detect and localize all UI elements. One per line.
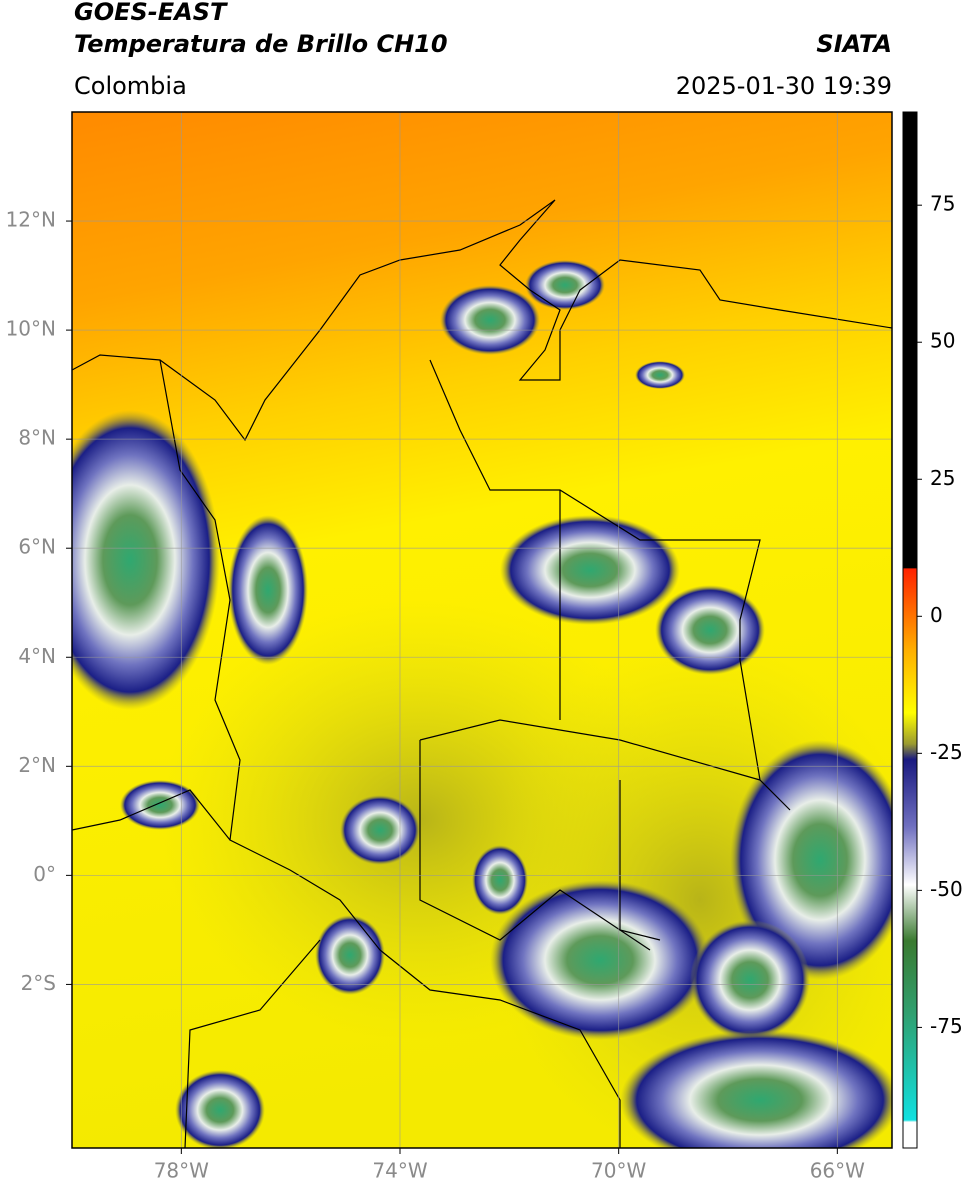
cloud [635, 361, 685, 389]
cloud [500, 515, 680, 625]
y-tick-label: 10°N [6, 317, 56, 341]
cloud [440, 285, 540, 355]
y-tick-label: 6°N [18, 535, 56, 559]
y-tick-label: 12°N [6, 208, 56, 232]
colorbar-tick-label: 50 [930, 329, 955, 353]
colorbar-tick-label: 0 [930, 603, 943, 627]
cloud [120, 780, 200, 830]
cloud [315, 915, 385, 995]
satellite-image [72, 112, 892, 1148]
cloud [175, 1070, 265, 1148]
cloud [730, 740, 892, 980]
colorbar-tick-label: -25 [930, 740, 963, 764]
subtitle: Temperatura de Brillo CH10 [74, 30, 448, 58]
map-frame [71, 111, 893, 1149]
x-tick-label: 74°W [372, 1159, 427, 1183]
x-tick-label: 70°W [591, 1159, 646, 1183]
cloud [690, 920, 810, 1040]
region: Colombia [74, 72, 187, 100]
colorbar-tick-label: 75 [930, 192, 955, 216]
y-tick-label: 8°N [18, 426, 56, 450]
colorbar-tick-label: -50 [930, 877, 963, 901]
cloud [655, 585, 765, 675]
borders [72, 199, 892, 1148]
cloud [620, 1030, 892, 1148]
cloud [340, 795, 420, 865]
cloud [72, 410, 220, 710]
title: GOES-EAST [74, 0, 228, 26]
colorbar-tick-label: 25 [930, 466, 955, 490]
cloud [472, 845, 528, 915]
colorbar-ticks: -75 -50 -25 0 25 50 75 [917, 192, 963, 1038]
cloud [525, 260, 605, 310]
datetime: 2025-01-30 19:39 [676, 72, 892, 100]
graticule: 78°W 74°W 70°W 66°W 2°S 0° 2°N 4°N 6°N 8°N 10°N 12°… [6, 112, 892, 1183]
cloud [490, 880, 710, 1040]
cloud [228, 515, 308, 665]
y-tick-label: 2°S [21, 971, 56, 995]
y-tick-label: 2°N [18, 753, 56, 777]
colorbar [902, 111, 918, 1149]
x-tick-label: 78°W [154, 1159, 209, 1183]
y-tick-label: 0° [33, 862, 56, 886]
y-tick-label: 4°N [18, 644, 56, 668]
colorbar-tick-label: -75 [930, 1014, 963, 1038]
source: SIATA [816, 30, 892, 58]
x-tick-label: 66°W [810, 1159, 865, 1183]
